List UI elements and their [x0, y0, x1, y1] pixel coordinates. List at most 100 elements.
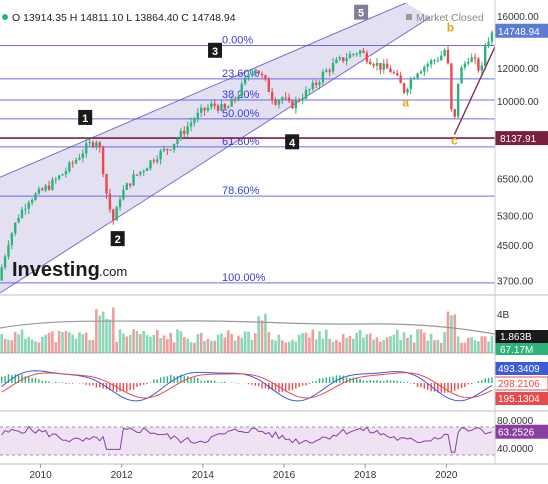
- level-price-tag: 8137.91: [500, 134, 537, 145]
- market-status: Market Closed: [416, 12, 484, 24]
- volume-bar-49: [166, 338, 169, 353]
- volume-bar-98: [331, 341, 335, 353]
- candle-body-116: [392, 72, 396, 74]
- candle-body-30: [101, 147, 105, 175]
- candle-body-94: [318, 82, 321, 85]
- candle-body-120: [406, 89, 409, 93]
- candle-body-1: [3, 256, 7, 268]
- candle-body-43: [145, 168, 149, 171]
- volume-bar-36: [122, 333, 125, 353]
- candle-body-129: [436, 60, 440, 62]
- candle-body-114: [385, 63, 389, 69]
- candle-body-139: [470, 57, 473, 62]
- volume-bar-31: [105, 318, 108, 353]
- volume-bar-93: [314, 339, 318, 353]
- candle-body-117: [396, 73, 399, 76]
- candle-body-63: [213, 103, 216, 106]
- volume-bar-140: [473, 340, 477, 353]
- candle-body-140: [473, 57, 477, 59]
- candle-body-109: [369, 61, 372, 65]
- candle-body-119: [402, 83, 406, 93]
- wave-label-a: a: [402, 95, 409, 109]
- candle-body-124: [419, 71, 423, 74]
- volume-bar-136: [460, 342, 463, 353]
- volume-bar-127: [429, 333, 433, 353]
- volume-bar-142: [480, 336, 484, 353]
- volume-bar-32: [108, 319, 112, 353]
- volume-bar-133: [450, 315, 453, 353]
- rsi-band: [0, 427, 495, 455]
- candle-body-18: [61, 174, 64, 176]
- volume-bar-55: [186, 338, 189, 353]
- x-axis: 2010 2012 2014 2016 2018 2020: [29, 0, 496, 481]
- volume-bar-118: [399, 340, 402, 353]
- candle-body-64: [216, 105, 220, 111]
- candle-body-130: [440, 55, 443, 61]
- candle-body-121: [409, 79, 413, 90]
- x-tick-0: 2010: [29, 470, 52, 481]
- candle-body-19: [64, 171, 68, 175]
- volume-bar-77: [260, 320, 264, 353]
- volume-bar-34: [115, 341, 118, 353]
- candle-body-104: [352, 53, 355, 55]
- last-price-tag-bg: [495, 23, 548, 38]
- candle-body-76: [257, 70, 260, 74]
- volume-bar-94: [318, 331, 321, 353]
- y-tick-5: 5300.00: [497, 212, 534, 223]
- volume-bar-75: [253, 333, 257, 353]
- candle-body-81: [274, 99, 277, 105]
- volume-bar-9: [30, 339, 34, 353]
- volume-bar-108: [365, 334, 369, 353]
- fib-label-0: 0.00%: [222, 35, 253, 47]
- candle-body-25: [85, 143, 88, 154]
- candle-body-122: [412, 77, 416, 80]
- candle-body-98: [331, 63, 335, 72]
- candle-body-24: [81, 153, 85, 158]
- volume-bar-129: [436, 339, 440, 353]
- x-tick-5: 2020: [435, 470, 458, 481]
- candle-body-26: [88, 142, 91, 144]
- volume-bar-7: [24, 338, 27, 353]
- candle-body-6: [20, 209, 24, 218]
- volume-bar-33: [111, 307, 115, 353]
- candle-body-14: [47, 185, 51, 190]
- candle-body-111: [375, 63, 379, 66]
- candle-body-99: [335, 59, 338, 64]
- volume-bar-46: [155, 329, 159, 353]
- candle-body-9: [30, 200, 34, 203]
- volume-bar-26: [88, 340, 91, 353]
- candle-body-88: [298, 99, 301, 101]
- candle-body-103: [348, 54, 352, 59]
- fib-label-3: 50.00%: [222, 108, 260, 120]
- volume-bar-58: [196, 334, 200, 353]
- candle-body-132: [446, 49, 450, 64]
- volume-bar-41: [139, 334, 142, 353]
- x-tick-3: 2016: [273, 470, 296, 481]
- volume-bar-97: [328, 338, 331, 353]
- volume-bar-3: [10, 340, 14, 353]
- candle-body-125: [423, 66, 426, 72]
- volume-bar-105: [355, 332, 359, 353]
- candle-body-52: [176, 138, 179, 144]
- x-tick-1: 2012: [111, 470, 134, 481]
- volume-bar-134: [453, 314, 457, 353]
- candle-body-141: [477, 58, 480, 71]
- candle-body-15: [51, 179, 54, 190]
- macd-tag-1: 298.2106: [498, 379, 540, 390]
- rsi-line: [1, 425, 493, 453]
- candle-body-135: [456, 83, 460, 117]
- wave-label-b: b: [447, 20, 454, 34]
- volume-bar-138: [466, 337, 470, 353]
- candle-body-51: [172, 143, 176, 150]
- volume-bar-52: [176, 329, 179, 353]
- channel-lower-edge: [0, 16, 431, 294]
- x-tick-2: 2014: [192, 470, 215, 481]
- volume-bar-23: [78, 332, 81, 353]
- volume-bar-99: [335, 339, 338, 353]
- main-price-panel: 0.00%23.60%38.20%50.00%61.80%78.60%100.0…: [0, 2, 548, 296]
- volume-bar-139: [470, 337, 473, 353]
- volume-bar-24: [81, 334, 85, 353]
- status-dot-icon: [2, 14, 8, 20]
- candle-body-71: [240, 83, 243, 97]
